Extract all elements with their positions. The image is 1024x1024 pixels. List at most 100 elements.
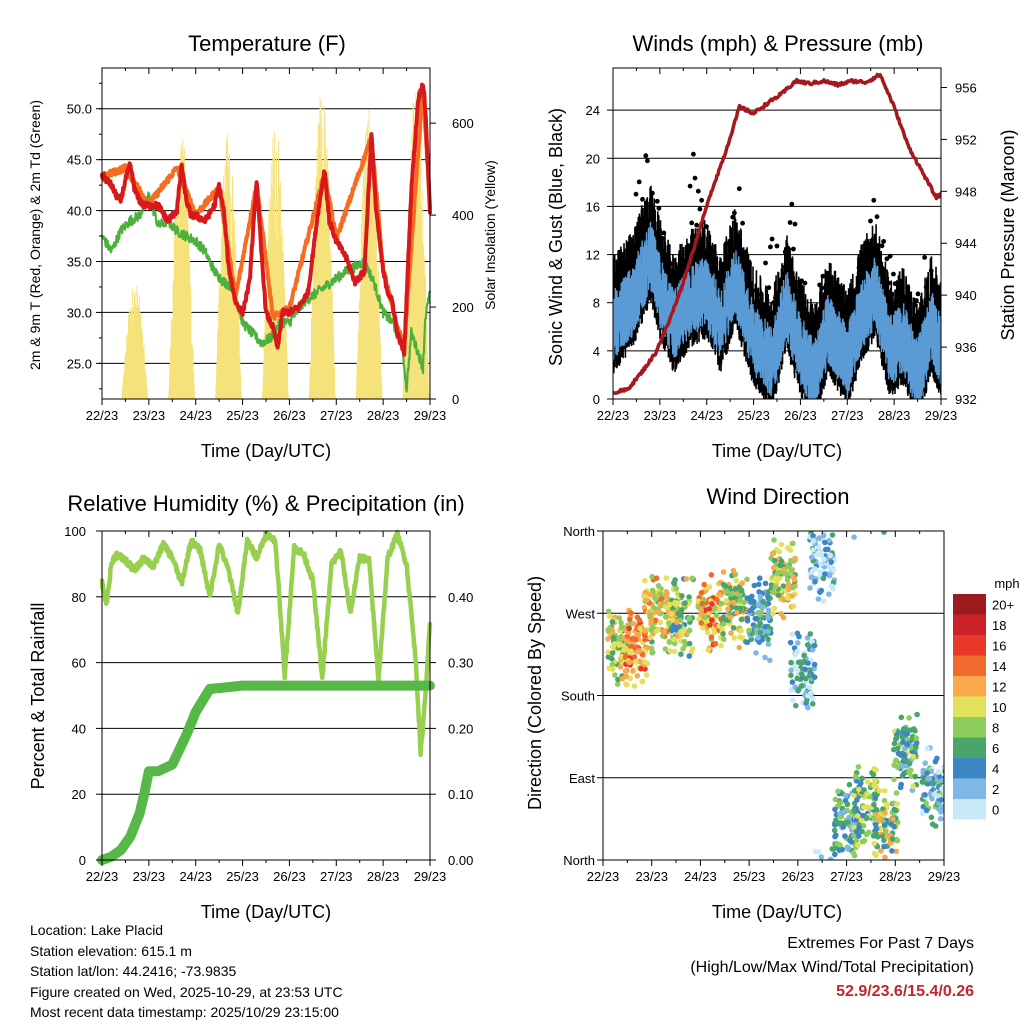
y-tick-label: 8	[593, 296, 600, 311]
station-info: Location: Lake Placid Station elevation:…	[30, 920, 343, 1023]
direction-point	[756, 639, 762, 645]
gust-point	[881, 239, 886, 244]
direction-point	[856, 824, 862, 831]
direction-point	[688, 649, 695, 655]
direction-point	[610, 634, 617, 641]
direction-point	[795, 640, 801, 646]
direction-point	[632, 636, 639, 643]
gust-point	[832, 293, 837, 299]
direction-point	[753, 650, 759, 656]
direction-point	[793, 702, 799, 709]
winds-ylabel-right: Station Pressure (Maroon)	[998, 129, 1018, 340]
direction-point	[785, 581, 792, 588]
direction-point	[851, 832, 857, 839]
direction-point	[834, 840, 840, 847]
direction-point	[609, 619, 616, 625]
gust-point	[622, 258, 627, 264]
x-tick-label: 28/23	[367, 869, 400, 884]
direction-point	[790, 540, 796, 547]
direction-point	[803, 675, 809, 682]
direction-point	[655, 627, 661, 633]
direction-point	[624, 681, 630, 688]
y-right-tick-label: 0.10	[448, 787, 473, 802]
direction-point	[801, 652, 807, 659]
direction-point	[811, 642, 818, 649]
direction-point	[728, 630, 734, 636]
direction-point	[744, 576, 750, 583]
direction-point	[649, 650, 655, 656]
direction-point	[708, 634, 715, 640]
gust-point	[828, 295, 834, 301]
direction-point	[627, 648, 634, 654]
direction-point	[651, 605, 657, 611]
direction-point	[708, 572, 715, 578]
direction-point	[846, 781, 853, 788]
x-tick-label: 26/23	[782, 869, 815, 884]
direction-point	[720, 621, 726, 627]
temperature-xlabel: Time (Day/UTC)	[201, 441, 331, 461]
direction-point	[611, 641, 618, 647]
direction-point	[778, 558, 785, 565]
direction-point	[792, 555, 798, 562]
x-tick-label: 27/23	[320, 869, 353, 884]
x-tick-label: 27/23	[830, 869, 863, 884]
gust-point	[650, 190, 655, 196]
direction-point	[609, 627, 616, 634]
direction-point	[757, 593, 764, 600]
direction-point	[876, 788, 883, 794]
temperature-ylabel: 2m & 9m T (Red, Orange) & 2m Td (Green)	[27, 100, 43, 370]
direction-point	[808, 690, 814, 696]
gust-point	[787, 220, 793, 225]
direction-point	[771, 557, 778, 564]
direction-series	[605, 531, 944, 860]
y-tick-label: 60	[72, 656, 86, 671]
direction-point	[771, 605, 778, 612]
direction-point	[874, 834, 881, 840]
y-tick-label: 12	[586, 248, 600, 263]
direction-point	[771, 537, 777, 543]
direction-point	[829, 846, 835, 852]
colorbar-swatch	[953, 635, 986, 656]
direction-point	[737, 605, 744, 612]
y-tick-label: 4	[593, 344, 600, 359]
gust-point	[820, 273, 826, 279]
y-tick-label: 40	[72, 721, 86, 736]
winds-ylabel: Sonic Wind & Gust (Blue, Black)	[546, 108, 566, 366]
direction-point	[789, 631, 796, 637]
gust-point	[741, 250, 747, 256]
direction-point	[772, 584, 779, 591]
direction-title: Wind Direction	[706, 484, 849, 509]
direction-point	[623, 673, 629, 680]
direction-point	[865, 779, 871, 785]
direction-point	[674, 619, 680, 626]
direction-point	[712, 640, 719, 647]
direction-point	[616, 615, 623, 621]
gust-point	[615, 284, 621, 289]
direction-point	[626, 625, 632, 632]
direction-point	[893, 848, 899, 855]
direction-point	[820, 575, 827, 582]
x-tick-label: 27/23	[831, 408, 864, 423]
x-tick-label: 28/23	[879, 869, 912, 884]
y-right-tick-label: 952	[955, 132, 977, 147]
direction-point	[634, 673, 641, 679]
direction-point	[928, 814, 935, 821]
direction-point	[871, 801, 877, 808]
direction-point	[681, 626, 687, 633]
gust-point	[627, 261, 632, 267]
direction-points	[605, 531, 944, 860]
gust-point	[889, 292, 895, 297]
direction-point	[769, 551, 776, 557]
gust-point	[720, 261, 726, 267]
direction-point	[623, 646, 629, 652]
y-tick-label: 25.0	[67, 356, 92, 371]
gust-point	[753, 287, 759, 293]
direction-point	[881, 822, 888, 829]
direction-point	[832, 796, 839, 803]
direction-point	[894, 801, 900, 807]
direction-point	[891, 746, 897, 753]
gust-point	[791, 246, 796, 252]
gust-point	[786, 253, 791, 259]
direction-point	[671, 648, 678, 655]
